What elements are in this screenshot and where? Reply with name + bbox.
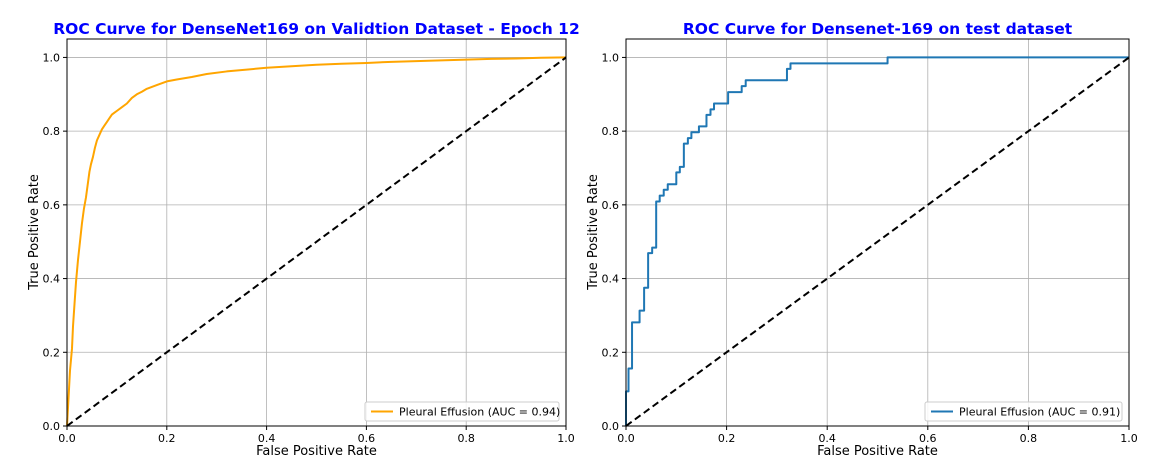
- x-tick-label: 0.6: [919, 432, 937, 445]
- x-tick-label: 1.0: [1120, 432, 1138, 445]
- x-ticks: 0.0 0.2 0.4 0.6 0.8 1.0: [58, 426, 575, 445]
- legend: Pleural Effusion (AUC = 0.91): [924, 401, 1123, 422]
- x-tick-label: 0.0: [58, 432, 76, 445]
- y-tick-label: 0.4: [602, 273, 620, 286]
- y-ticks: 0.0 0.2 0.4 0.6 0.8 1.0: [602, 51, 626, 433]
- chart-title: ROC Curve for DenseNet169 on Validtion D…: [53, 20, 579, 38]
- chart-title: ROC Curve for Densenet-169 on test datas…: [683, 20, 1073, 38]
- x-tick-label: 0.8: [1020, 432, 1038, 445]
- legend: Pleural Effusion (AUC = 0.94): [364, 401, 560, 422]
- y-tick-label: 0.2: [602, 346, 620, 359]
- y-tick-label: 0.8: [43, 125, 61, 138]
- y-tick-label: 0.6: [602, 199, 620, 212]
- chart-test: ROC Curve for Densenet-169 on test datas…: [586, 20, 1138, 459]
- y-tick-label: 0.0: [602, 420, 620, 433]
- x-axis-label: False Positive Rate: [817, 444, 938, 459]
- legend-box: [924, 401, 1123, 422]
- legend-label: Pleural Effusion (AUC = 0.94): [399, 406, 560, 419]
- y-tick-label: 0.4: [43, 273, 61, 286]
- y-axis-label: True Positive Rate: [27, 174, 42, 291]
- y-tick-label: 0.6: [43, 199, 61, 212]
- chart-validation: ROC Curve for DenseNet169 on Validtion D…: [27, 20, 580, 459]
- x-tick-label: 0.2: [718, 432, 736, 445]
- x-tick-label: 0.6: [358, 432, 376, 445]
- x-tick-label: 0.2: [158, 432, 176, 445]
- y-tick-label: 1.0: [602, 51, 620, 64]
- x-ticks: 0.0 0.2 0.4 0.6 0.8 1.0: [617, 426, 1138, 445]
- roc-curve-line: [66, 56, 567, 427]
- y-tick-label: 0.8: [602, 125, 620, 138]
- legend-box: [364, 401, 560, 422]
- roc-curve-line: [625, 56, 1129, 426]
- plot-frame: [625, 38, 1130, 427]
- series-group: [625, 56, 1130, 427]
- x-tick-label: 0.4: [258, 432, 276, 445]
- plot-frame: [66, 38, 567, 427]
- grid: [625, 39, 1130, 427]
- diagonal-reference-line: [625, 56, 1130, 427]
- x-axis-label: False Positive Rate: [256, 444, 377, 459]
- x-tick-label: 0.8: [457, 432, 475, 445]
- y-ticks: 0.0 0.2 0.4 0.6 0.8 1.0: [43, 51, 67, 433]
- x-tick-label: 0.4: [818, 432, 836, 445]
- y-tick-label: 0.0: [43, 420, 61, 433]
- x-tick-label: 1.0: [557, 432, 575, 445]
- x-tick-label: 0.0: [617, 432, 635, 445]
- y-axis-label: True Positive Rate: [586, 174, 601, 291]
- legend-label: Pleural Effusion (AUC = 0.91): [959, 406, 1120, 419]
- diagonal-reference-line: [66, 56, 567, 427]
- series-group: [66, 56, 567, 427]
- grid: [66, 39, 567, 427]
- y-tick-label: 1.0: [43, 51, 61, 64]
- y-tick-label: 0.2: [43, 346, 61, 359]
